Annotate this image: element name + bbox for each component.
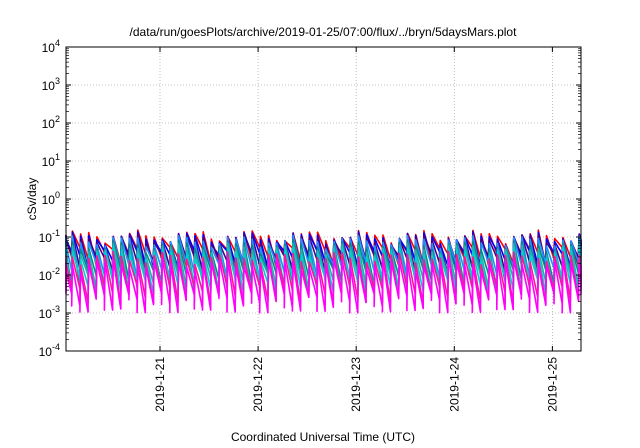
y-ticks: 10-4 10-3 10-2 10-1 100 101 102 103 104 — [39, 38, 581, 359]
y-tick-label: 10-2 — [39, 266, 60, 283]
y-tick-label: 102 — [42, 114, 60, 131]
x-tick-label: 2019-1-23 — [349, 357, 363, 412]
x-tick-label: 2019-1-24 — [447, 357, 461, 412]
y-tick-label: 10-1 — [39, 228, 60, 245]
y-tick-label: 104 — [42, 38, 60, 55]
y-tick-label: 10-4 — [39, 342, 60, 359]
y-tick-label: 10-3 — [39, 304, 60, 321]
y-tick-label: 100 — [42, 190, 60, 207]
series-line — [65, 257, 582, 314]
chart-title: /data/run/goesPlots/archive/2019-01-25/0… — [130, 25, 518, 39]
y-tick-label: 101 — [42, 152, 60, 169]
x-tick-label: 2019-1-22 — [251, 357, 265, 412]
x-ticks: 2019-1-21 2019-1-22 2019-1-23 2019-1-24 2019… — [153, 47, 559, 412]
data-lines — [65, 229, 582, 314]
x-tick-label: 2019-1-25 — [545, 357, 559, 412]
x-tick-label: 2019-1-21 — [153, 357, 167, 412]
x-axis-label: Coordinated Universal Time (UTC) — [231, 430, 415, 444]
y-tick-label: 103 — [42, 76, 60, 93]
grid — [66, 47, 581, 351]
y-axis-label: cSv/day — [25, 178, 39, 221]
